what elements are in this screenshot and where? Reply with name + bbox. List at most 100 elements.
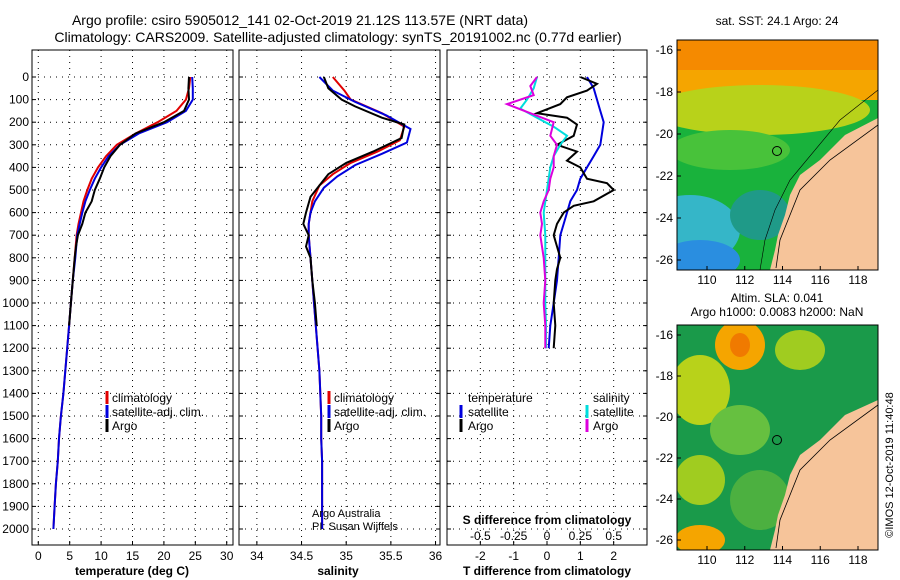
legend-s-satellite: satellite	[593, 405, 634, 419]
diff-xtick--2: -2	[475, 549, 486, 563]
legend-argo-s: Argo	[334, 419, 360, 433]
series-t-argo	[533, 76, 616, 349]
depth-tick-700: 700	[9, 228, 29, 242]
temp-xtick-15: 15	[126, 549, 140, 563]
legend-satellite-s: satellite-adj. clim.	[334, 405, 426, 419]
s-diff-tick-0.25: 0.25	[569, 529, 593, 543]
s-difference-xlabel: S difference from climatology	[463, 513, 632, 527]
legend-argo: Argo	[112, 419, 138, 433]
sal-xtick-34.5: 34.5	[290, 549, 314, 563]
difference-panel: -2 -1 0 1 2 -0.5 -0.25 0 0.25 0.5 S difference f…	[446, 49, 648, 578]
legend-s-argo: Argo	[593, 419, 619, 433]
map-xtick-116: 116	[811, 273, 830, 287]
imos-credit: ©IMOS 12-Oct-2019 11:40:48	[884, 392, 896, 537]
temp-xtick-10: 10	[94, 549, 108, 563]
sla-map-title-2: Argo h1000: 0.0083 h2000: NaN	[691, 305, 864, 319]
sla-map: Altim. SLA: 0.041 Argo h1000: 0.0083 h20…	[656, 291, 879, 567]
depth-tick-600: 600	[9, 206, 29, 220]
map-ytick--18: -18	[656, 85, 674, 99]
difference-legend: temperature satellite Argo salinity sate…	[459, 391, 634, 433]
map-ytick--22: -22	[656, 451, 674, 465]
salinity-axes-frame	[238, 49, 441, 546]
series-t-satellite	[547, 76, 605, 349]
legend-t-argo: Argo	[468, 419, 494, 433]
s-diff-tick--0.5: -0.5	[470, 529, 491, 543]
sal-xtick-36: 36	[429, 549, 443, 563]
depth-tick-300: 300	[9, 138, 29, 152]
depth-tick-1400: 1400	[2, 386, 29, 400]
depth-tick-1500: 1500	[2, 409, 29, 423]
sla-map-title-1: Altim. SLA: 0.041	[731, 291, 824, 305]
map-xtick-114: 114	[773, 273, 792, 287]
depth-tick-400: 400	[9, 160, 29, 174]
map-xtick-118: 118	[848, 553, 867, 567]
series-climatology	[52, 76, 192, 530]
legend-climatology: climatology	[112, 391, 172, 405]
temp-xtick-25: 25	[189, 549, 203, 563]
depth-tick-1300: 1300	[2, 364, 29, 378]
depth-tick-1600: 1600	[2, 432, 29, 446]
temp-xtick-5: 5	[66, 549, 73, 563]
temperature-panel: 0 5 10 15 20 25 30 temperature (deg C) climato…	[31, 49, 234, 578]
map-xtick-116: 116	[811, 553, 830, 567]
map-xtick-112: 112	[735, 273, 754, 287]
diff-xtick--1: -1	[508, 549, 519, 563]
sal-xtick-35.5: 35.5	[379, 549, 403, 563]
series-argo	[302, 76, 406, 326]
sst-map-image	[677, 40, 878, 270]
map-ytick--20: -20	[656, 127, 674, 141]
depth-tick-2000: 2000	[2, 522, 29, 536]
depth-tick-1800: 1800	[2, 477, 29, 491]
map-ytick--18: -18	[656, 369, 674, 383]
diff-xtick-0: 0	[544, 549, 551, 563]
diff-xtick-1: 1	[577, 549, 584, 563]
temperature-xlabel: temperature (deg C)	[75, 564, 189, 578]
salinity-legend: climatology satellite-adj. clim. Argo	[327, 391, 426, 433]
depth-tick-0: 0	[22, 70, 29, 84]
map-xtick-110: 110	[697, 273, 716, 287]
depth-tick-800: 800	[9, 251, 29, 265]
depth-tick-labels: 0 100 200 300 400 500 600 700 800 900 1000 1100 1200…	[2, 70, 29, 536]
map-ytick--20: -20	[656, 410, 674, 424]
series-s-argo	[504, 76, 559, 349]
salinity-xlabel: salinity	[317, 564, 359, 578]
series-argo	[68, 76, 191, 326]
series-satellite-adj-clim-	[52, 76, 194, 530]
sst-map-title: sat. SST: 24.1 Argo: 24	[716, 14, 839, 28]
diff-xtick-2: 2	[610, 549, 617, 563]
map-xtick-118: 118	[848, 273, 867, 287]
depth-tick-1700: 1700	[2, 454, 29, 468]
salinity-panel: 34 34.5 35 35.5 36 salinity climatology sate…	[238, 49, 443, 578]
argo-location-marker	[772, 146, 782, 156]
temp-xtick-20: 20	[157, 549, 171, 563]
map-ytick--16: -16	[656, 43, 674, 57]
depth-tick-100: 100	[9, 93, 29, 107]
annotation-pi: PI: Susan Wijffels	[312, 521, 398, 533]
depth-tick-1000: 1000	[2, 296, 29, 310]
s-diff-tick-0: 0	[544, 529, 551, 543]
sst-map: sat. SST: 24.1 Argo: 24 -16 -18 -20 -22 -24 -…	[656, 14, 879, 287]
temp-xtick-30: 30	[220, 549, 234, 563]
depth-tick-1200: 1200	[2, 341, 29, 355]
depth-tick-1900: 1900	[2, 499, 29, 513]
map-xtick-114: 114	[773, 553, 792, 567]
map-xtick-110: 110	[697, 553, 716, 567]
sal-xtick-34: 34	[250, 549, 264, 563]
sal-xtick-35: 35	[340, 549, 354, 563]
legend-temperature-title: temperature	[468, 391, 533, 405]
sla-map-image	[677, 325, 878, 550]
depth-tick-1100: 1100	[3, 319, 29, 333]
map-ytick--26: -26	[656, 533, 674, 547]
temperature-legend: climatology satellite-adj. clim. Argo	[105, 391, 204, 433]
depth-tick-900: 900	[9, 273, 29, 287]
map-ytick--24: -24	[656, 211, 674, 225]
argo-location-marker-2	[772, 435, 782, 445]
map-ytick--26: -26	[656, 253, 674, 267]
depth-tick-500: 500	[9, 183, 29, 197]
s-diff-tick-0.5: 0.5	[605, 529, 622, 543]
map-ytick--16: -16	[656, 328, 674, 342]
legend-satellite: satellite-adj. clim.	[112, 405, 204, 419]
depth-tick-200: 200	[9, 115, 29, 129]
map-ytick--24: -24	[656, 492, 674, 506]
legend-t-satellite: satellite	[468, 405, 509, 419]
